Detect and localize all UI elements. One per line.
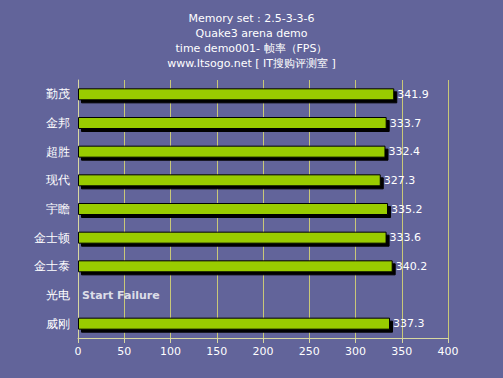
svg-text:200: 200: [253, 345, 274, 358]
svg-text:337.3: 337.3: [393, 317, 425, 330]
svg-text:50: 50: [117, 345, 131, 358]
svg-text:光电: 光电: [46, 288, 70, 302]
svg-text:332.4: 332.4: [388, 145, 420, 158]
svg-text:335.2: 335.2: [391, 203, 423, 216]
svg-text:金邦: 金邦: [46, 116, 70, 130]
svg-text:333.6: 333.6: [390, 231, 422, 244]
svg-text:time demo001- 帧率（FPS）: time demo001- 帧率（FPS）: [176, 42, 328, 55]
svg-text:超胜: 超胜: [46, 145, 70, 159]
svg-text:100: 100: [160, 345, 181, 358]
svg-text:www.Itsogo.net [ IT搜购评测室 ]: www.Itsogo.net [ IT搜购评测室 ]: [167, 57, 336, 70]
svg-text:327.3: 327.3: [384, 174, 416, 187]
svg-text:宇瞻: 宇瞻: [46, 202, 70, 216]
svg-text:金士顿: 金士顿: [34, 231, 70, 245]
svg-text:现代: 现代: [46, 173, 70, 187]
svg-text:勤茂: 勤茂: [46, 87, 70, 101]
svg-text:300: 300: [345, 345, 366, 358]
svg-text:0: 0: [75, 345, 82, 358]
svg-text:350: 350: [391, 345, 412, 358]
svg-text:Start Failure: Start Failure: [82, 289, 160, 302]
svg-text:250: 250: [299, 345, 320, 358]
svg-text:340.2: 340.2: [396, 260, 428, 273]
svg-text:金士泰: 金士泰: [34, 259, 70, 273]
svg-text:威刚: 威刚: [46, 317, 70, 331]
svg-text:Memory set : 2.5-3-3-6: Memory set : 2.5-3-3-6: [188, 12, 314, 25]
svg-text:150: 150: [206, 345, 227, 358]
svg-text:400: 400: [438, 345, 459, 358]
svg-text:Quake3 arena demo: Quake3 arena demo: [196, 27, 308, 40]
svg-text:333.7: 333.7: [390, 117, 422, 130]
svg-text:341.9: 341.9: [397, 88, 429, 101]
